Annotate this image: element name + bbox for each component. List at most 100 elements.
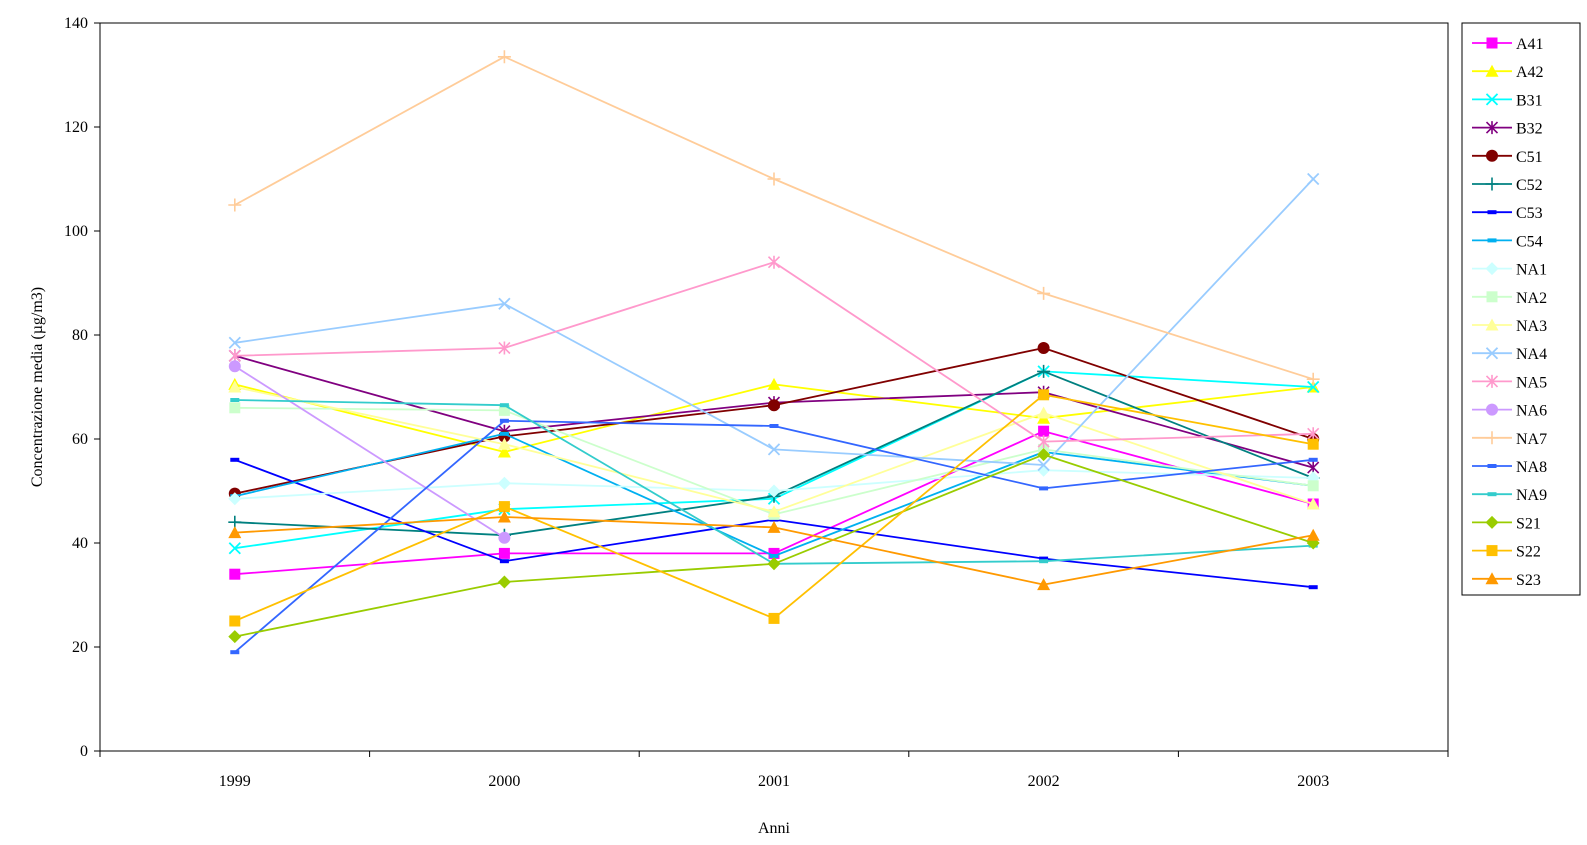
legend-marker	[1485, 572, 1499, 585]
data-point	[1037, 435, 1050, 449]
legend-item: S23	[1472, 572, 1541, 589]
legend-label: C52	[1516, 177, 1543, 194]
legend-label: NA2	[1516, 290, 1547, 307]
series-line	[234, 55, 1314, 381]
legend-label: B32	[1516, 121, 1543, 138]
data-point	[229, 402, 241, 414]
series-na5	[228, 255, 1320, 449]
legend-item: A41	[1472, 36, 1544, 53]
legend-item: A42	[1472, 64, 1544, 81]
data-point	[1038, 425, 1050, 437]
legend-marker	[1487, 238, 1497, 243]
data-point	[1037, 463, 1051, 477]
data-point	[1307, 480, 1319, 492]
legend-marker	[1485, 262, 1499, 276]
legend-label: NA3	[1516, 318, 1547, 335]
legend-item: S21	[1472, 515, 1541, 532]
x-tick-label: 2000	[488, 773, 520, 790]
legend-marker	[1486, 37, 1498, 49]
y-tick-label: 140	[64, 15, 88, 32]
data-point	[767, 505, 781, 518]
series-line	[234, 354, 1314, 469]
legend-label: C51	[1516, 149, 1543, 166]
plot-frame	[99, 22, 1449, 752]
x-tick-label: 2001	[758, 773, 790, 790]
data-point	[228, 380, 242, 393]
data-point	[767, 484, 781, 498]
data-point	[499, 403, 509, 408]
legend-item: C51	[1472, 149, 1543, 166]
legend-marker	[1485, 318, 1499, 331]
legend-label: NA8	[1516, 459, 1547, 476]
x-axis: 1999 2000 2001 2002 2003	[99, 751, 1449, 790]
legend-marker	[1485, 64, 1499, 77]
data-point	[1037, 364, 1051, 378]
data-point	[499, 418, 509, 423]
series-na8	[230, 418, 1318, 655]
data-point	[497, 437, 511, 450]
data-point	[497, 50, 511, 64]
legend-label: B31	[1516, 92, 1543, 109]
y-tick-label: 80	[72, 327, 88, 344]
legend-marker	[1485, 515, 1499, 529]
data-point	[1308, 585, 1318, 590]
series-s23	[228, 510, 1320, 591]
legend-item: NA9	[1472, 487, 1547, 504]
data-point	[1037, 458, 1050, 472]
y-tick-label: 100	[64, 223, 88, 240]
x-tick-label: 2002	[1028, 773, 1060, 790]
plot-area	[99, 22, 1449, 752]
data-point	[497, 445, 511, 458]
series-b32	[228, 349, 1320, 475]
y-tick-label: 0	[80, 743, 88, 760]
data-point	[768, 399, 780, 412]
x-tick-label: 1999	[219, 773, 251, 790]
y-axis: 0 20 40 60 80 100 120 140	[64, 15, 100, 760]
data-point	[768, 547, 780, 559]
data-point	[768, 612, 780, 624]
series-na4	[228, 172, 1320, 472]
data-point	[499, 431, 509, 436]
x-tick-label: 2003	[1297, 773, 1329, 790]
series-na7	[228, 50, 1320, 386]
data-point	[498, 404, 510, 416]
y-tick-label: 40	[72, 535, 88, 552]
legend-item: C52	[1472, 177, 1543, 194]
y-tick-label: 20	[72, 639, 88, 656]
legend-marker	[1485, 347, 1499, 360]
data-point	[498, 341, 511, 355]
data-point	[1037, 448, 1051, 462]
data-point	[1037, 342, 1050, 354]
legend-marker	[1486, 291, 1498, 303]
data-point	[1037, 406, 1051, 419]
data-point	[1308, 457, 1318, 462]
legend-marker	[1487, 210, 1497, 215]
data-point	[228, 492, 242, 506]
data-point	[1306, 497, 1320, 510]
legend-item: C54	[1472, 233, 1543, 250]
legend-label: NA4	[1516, 346, 1547, 363]
data-point	[228, 198, 242, 212]
data-point	[228, 630, 242, 644]
data-point	[1306, 372, 1320, 386]
legend-label: S23	[1516, 572, 1541, 589]
data-point	[1039, 556, 1049, 561]
data-point	[767, 377, 781, 390]
y-tick-label: 120	[64, 119, 88, 136]
legend-label: S22	[1516, 544, 1541, 561]
legend-marker	[1487, 464, 1497, 468]
data-point	[1037, 578, 1051, 591]
legend-marker	[1486, 403, 1498, 416]
legend-marker	[1486, 545, 1498, 557]
legend-item: NA2	[1472, 290, 1547, 307]
data-point	[497, 575, 511, 589]
data-point	[228, 349, 241, 363]
data-point	[228, 542, 241, 555]
data-point	[1307, 172, 1320, 186]
legend-marker	[1485, 374, 1499, 388]
data-point	[499, 559, 509, 564]
legend-box	[1461, 22, 1581, 596]
legend-item: NA1	[1472, 262, 1547, 279]
legend-marker	[1485, 177, 1499, 191]
data-point	[1038, 389, 1050, 401]
